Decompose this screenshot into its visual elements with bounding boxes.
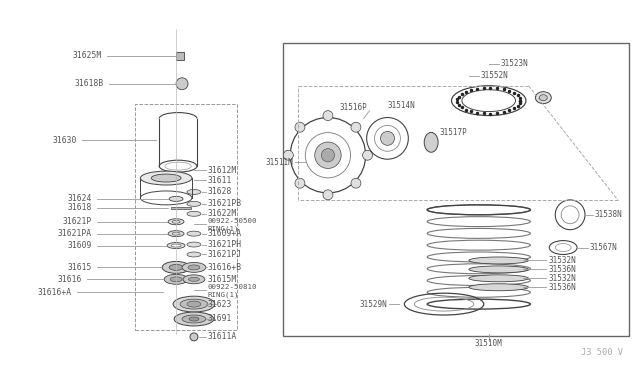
Ellipse shape [187,231,201,236]
Text: 31611A: 31611A [208,332,237,341]
Ellipse shape [189,277,200,281]
Text: 31567N: 31567N [590,243,618,252]
Ellipse shape [295,178,305,188]
Ellipse shape [187,201,201,206]
Ellipse shape [351,178,361,188]
Text: 31538N: 31538N [595,210,623,219]
Text: 31532N: 31532N [548,256,576,265]
Ellipse shape [321,149,335,162]
Bar [176,52,184,60]
Ellipse shape [187,301,201,307]
Ellipse shape [164,274,188,284]
Circle shape [176,78,188,90]
Text: 31621PH: 31621PH [208,240,242,249]
Ellipse shape [171,244,181,247]
Text: 31621PJ: 31621PJ [208,250,242,259]
Text: 31516P: 31516P [340,103,367,112]
Text: 31630: 31630 [52,136,77,145]
Ellipse shape [182,262,206,272]
Text: 31523N: 31523N [500,60,529,68]
Bar [171,207,191,209]
Text: 31511M: 31511M [266,158,293,167]
Text: 31536N: 31536N [548,265,576,274]
Text: RING(1): RING(1) [208,292,239,298]
Ellipse shape [540,95,547,101]
Text: 31609: 31609 [67,241,92,250]
Ellipse shape [469,275,529,282]
Text: 31612M: 31612M [208,166,237,174]
Text: 31615M: 31615M [208,275,237,284]
Text: 00922-50810: 00922-50810 [208,284,257,290]
Ellipse shape [187,242,201,247]
Ellipse shape [187,211,201,216]
Text: 00922-50500: 00922-50500 [208,218,257,224]
Ellipse shape [180,299,208,309]
Text: 31621PB: 31621PB [208,199,242,208]
Ellipse shape [167,243,185,248]
Ellipse shape [162,262,190,273]
Ellipse shape [169,196,183,201]
Ellipse shape [140,171,192,185]
Ellipse shape [187,189,201,195]
Text: 31611: 31611 [208,176,232,185]
Text: 31552N: 31552N [481,71,509,80]
Ellipse shape [351,122,361,132]
Ellipse shape [173,296,215,312]
Text: 31514N: 31514N [387,101,415,110]
Ellipse shape [170,277,182,282]
Text: 31625M: 31625M [72,51,102,61]
Bar [284,43,628,336]
Ellipse shape [469,266,529,273]
Ellipse shape [323,190,333,200]
Circle shape [190,333,198,341]
Text: 31529N: 31529N [360,299,387,309]
Text: 31618: 31618 [67,203,92,212]
Text: 31616+B: 31616+B [208,263,242,272]
Text: RING(1): RING(1) [208,225,239,232]
Text: 31621P: 31621P [63,217,92,226]
Text: 31623: 31623 [208,299,232,309]
Ellipse shape [183,275,205,284]
Ellipse shape [363,150,372,160]
Ellipse shape [169,264,183,270]
Ellipse shape [424,132,438,152]
Ellipse shape [469,284,529,291]
Ellipse shape [469,257,529,264]
Text: 31622M: 31622M [208,209,237,218]
Text: 31628: 31628 [208,187,232,196]
Ellipse shape [295,122,305,132]
Ellipse shape [315,142,341,169]
Ellipse shape [182,315,206,323]
Ellipse shape [536,92,551,104]
Text: 31510M: 31510M [475,339,502,348]
Text: 31618B: 31618B [74,79,104,88]
Ellipse shape [381,131,394,145]
Text: J3 500 V: J3 500 V [580,348,623,357]
Text: 31616+A: 31616+A [38,288,72,297]
Text: 31536N: 31536N [548,283,576,292]
Ellipse shape [168,219,184,225]
Text: 31609+A: 31609+A [208,229,242,238]
Text: 31517P: 31517P [439,128,467,137]
Text: 31691: 31691 [208,314,232,324]
Ellipse shape [188,265,200,270]
Text: 31621PA: 31621PA [58,229,92,238]
Ellipse shape [151,174,181,182]
Ellipse shape [284,150,293,160]
Ellipse shape [323,110,333,121]
Text: 31532N: 31532N [548,274,576,283]
Ellipse shape [187,252,201,257]
Text: 31615: 31615 [67,263,92,272]
Ellipse shape [168,231,184,237]
Text: 31616: 31616 [58,275,82,284]
Text: 31624: 31624 [67,195,92,203]
Bar [136,104,237,330]
Ellipse shape [174,312,214,326]
Ellipse shape [189,317,199,321]
